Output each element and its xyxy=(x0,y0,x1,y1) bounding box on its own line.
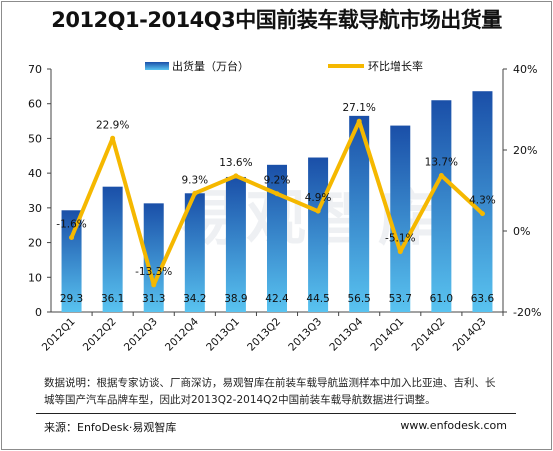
right-tick-label: 40% xyxy=(513,63,537,76)
growth-point-2013Q1 xyxy=(233,173,239,179)
growth-value-label: 13.7% xyxy=(425,157,458,169)
bar-2013Q1 xyxy=(225,176,246,312)
bar-2013Q3 xyxy=(308,157,329,312)
growth-point-2012Q3 xyxy=(151,282,157,288)
line-labels-layer: -1.6% 22.9% -13.3% 9.3% 13.6% 9.2% 4.9% 27.1% -5… xyxy=(56,102,495,278)
notes-line-1: 数据说明：根据专家访谈、厂商深访，易观智库在前装车载导航监测样本中加入比亚迪、吉… xyxy=(44,377,496,389)
bar-value-label: 38.9 xyxy=(224,293,247,305)
growth-value-label: -1.6% xyxy=(56,218,86,230)
x-tick-label: 2012Q4 xyxy=(163,315,201,353)
left-tick-label: 70 xyxy=(28,63,42,76)
left-tick-label: 60 xyxy=(28,98,42,111)
legend: 出货量（万台） 环比增长率 xyxy=(145,59,423,73)
right-tick-label: 20% xyxy=(513,144,537,157)
legend-line-label: 环比增长率 xyxy=(368,59,423,73)
growth-point-2012Q1 xyxy=(69,234,75,240)
growth-value-label: 22.9% xyxy=(96,119,129,131)
bar-value-label: 61.0 xyxy=(430,293,453,305)
bar-labels-layer: 29.3 36.1 31.3 34.2 38.9 42.4 44.5 56.5 53.7 61.0… xyxy=(60,293,495,305)
x-tick-label: 2014Q3 xyxy=(451,316,489,354)
source-label: 来源：EnfoDesk·易观智库 xyxy=(44,421,177,434)
website-label: www.enfodesk.com xyxy=(400,419,507,432)
bar-2012Q1 xyxy=(61,210,82,312)
growth-point-2014Q1 xyxy=(397,249,403,255)
bars-layer xyxy=(61,91,493,313)
data-notes: 数据说明：根据专家访谈、厂商深访，易观智库在前装车载导航监测样本中加入比亚迪、吉… xyxy=(44,375,514,409)
left-tick-label: 10 xyxy=(28,271,42,284)
legend-bar-swatch xyxy=(145,62,169,70)
bar-2013Q4 xyxy=(349,115,370,312)
growth-point-2014Q2 xyxy=(438,173,444,179)
x-tick-label: 2014Q1 xyxy=(368,316,406,354)
growth-value-label: 9.3% xyxy=(181,174,208,186)
legend-bar-label: 出货量（万台） xyxy=(172,59,249,73)
x-tick-label: 2012Q3 xyxy=(122,316,160,354)
bar-value-label: 29.3 xyxy=(60,293,83,305)
left-tick-label: 30 xyxy=(28,202,42,215)
growth-point-2012Q4 xyxy=(192,190,198,196)
growth-value-label: 9.2% xyxy=(264,175,291,187)
bar-2013Q2 xyxy=(267,164,287,312)
right-tick-label: -20% xyxy=(513,306,541,319)
growth-value-label: 27.1% xyxy=(343,102,376,114)
right-tick-label: 0% xyxy=(513,225,530,238)
bar-value-label: 36.1 xyxy=(101,293,124,305)
bar-2012Q3 xyxy=(143,203,164,312)
growth-point-2013Q3 xyxy=(315,208,321,214)
bar-value-label: 42.4 xyxy=(265,293,289,305)
bar-2014Q3 xyxy=(472,91,493,313)
growth-value-label: -13.3% xyxy=(135,266,172,278)
bar-value-label: 34.2 xyxy=(183,293,206,305)
bar-2014Q1 xyxy=(390,125,411,312)
notes-line-2: 城等国产汽车品牌车型，因此对2013Q2-2014Q2中国前装车载导航数据进行调… xyxy=(44,394,436,406)
bar-2012Q4 xyxy=(184,193,205,312)
left-tick-label: 20 xyxy=(28,237,42,250)
chart-title: 2012Q1-2014Q3中国前装车载导航市场出货量 xyxy=(51,8,502,32)
line-layer xyxy=(69,118,485,288)
bar-value-label: 56.5 xyxy=(347,293,370,305)
bar-value-label: 44.5 xyxy=(306,293,329,305)
left-tick-label: 40 xyxy=(28,167,42,180)
footer-divider xyxy=(36,413,516,414)
growth-point-2013Q4 xyxy=(356,118,362,124)
bar-value-label: 53.7 xyxy=(389,293,412,305)
bar-2012Q2 xyxy=(102,186,123,312)
x-tick-label: 2013Q2 xyxy=(245,316,283,354)
x-tick-label: 2012Q2 xyxy=(81,316,119,354)
left-tick-label: 50 xyxy=(28,132,42,145)
x-tick-label: 2013Q4 xyxy=(327,315,365,353)
x-tick-label: 2013Q3 xyxy=(286,316,324,354)
x-tick-label: 2014Q2 xyxy=(410,316,448,354)
growth-value-label: 4.9% xyxy=(305,192,332,204)
growth-value-label: 4.3% xyxy=(469,195,496,207)
growth-point-2012Q2 xyxy=(110,135,116,141)
left-tick-label: 0 xyxy=(35,306,42,319)
x-tick-label: 2012Q1 xyxy=(40,316,78,354)
growth-value-label: -5.1% xyxy=(385,233,415,245)
growth-point-2014Q3 xyxy=(479,211,485,217)
bar-value-label: 31.3 xyxy=(142,293,165,305)
bar-2014Q2 xyxy=(431,100,452,312)
growth-point-2013Q2 xyxy=(274,191,280,197)
x-tick-label: 2013Q1 xyxy=(204,316,242,354)
growth-value-label: 13.6% xyxy=(219,157,252,169)
x-labels-layer: 2012Q1 2012Q2 2012Q3 2012Q4 2013Q1 2013Q2 2013… xyxy=(40,312,504,354)
bar-value-label: 63.6 xyxy=(471,293,495,305)
